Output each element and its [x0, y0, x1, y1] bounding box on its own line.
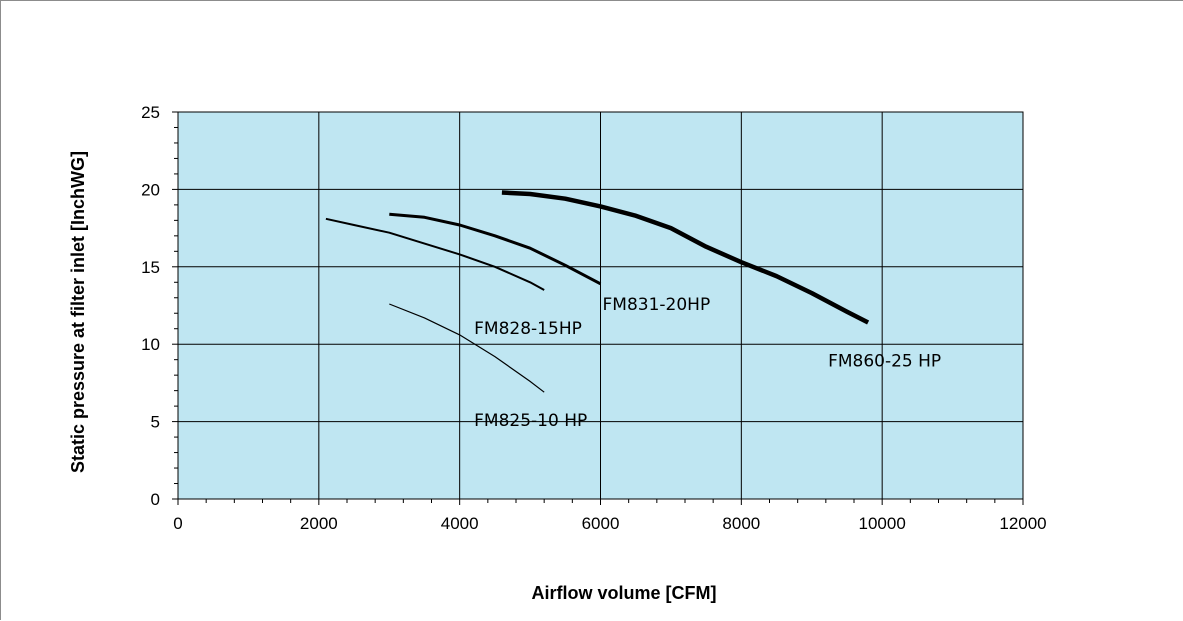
- series-labels: FM825-10 HP FM828-15HP FM831-20HP FM860-25 …: [474, 295, 941, 431]
- series-line-fm831-20hp: [389, 212, 602, 286]
- x-tick-label: 0: [173, 514, 182, 533]
- x-tick-label: 4000: [441, 514, 479, 533]
- x-tick-label: 2000: [300, 514, 338, 533]
- y-tick-label: 25: [141, 103, 160, 122]
- x-tick-label: 12000: [999, 514, 1046, 533]
- y-tick-label: 10: [141, 335, 160, 354]
- x-axis-title: Airflow volume [CFM]: [532, 583, 717, 603]
- grid-lines: [178, 111, 1024, 499]
- y-tick-label: 0: [151, 490, 160, 509]
- x-tick-label: 8000: [722, 514, 760, 533]
- series-line-fm860-25-hp: [501, 190, 870, 325]
- series-line-fm825-10-hp: [389, 303, 545, 393]
- tick-labels: 0 2000 4000 6000 8000 10000 12000 0 5 10 15 20 25: [141, 103, 1047, 533]
- x-tick-label: 6000: [582, 514, 620, 533]
- x-tick-label: 10000: [859, 514, 906, 533]
- series-label: FM860-25 HP: [828, 352, 941, 372]
- y-tick-label: 20: [141, 180, 160, 199]
- series-label: FM828-15HP: [474, 319, 582, 339]
- series-label: FM825-10 HP: [474, 411, 587, 431]
- series-line-fm828-15hp: [325, 217, 545, 291]
- axes: [172, 111, 1024, 505]
- y-tick-label: 15: [141, 258, 160, 277]
- y-axis-title: Static pressure at filter inlet [InchWG]: [68, 151, 88, 473]
- series-label: FM831-20HP: [603, 295, 711, 315]
- series-lines: [325, 190, 870, 393]
- y-tick-label: 5: [151, 413, 160, 432]
